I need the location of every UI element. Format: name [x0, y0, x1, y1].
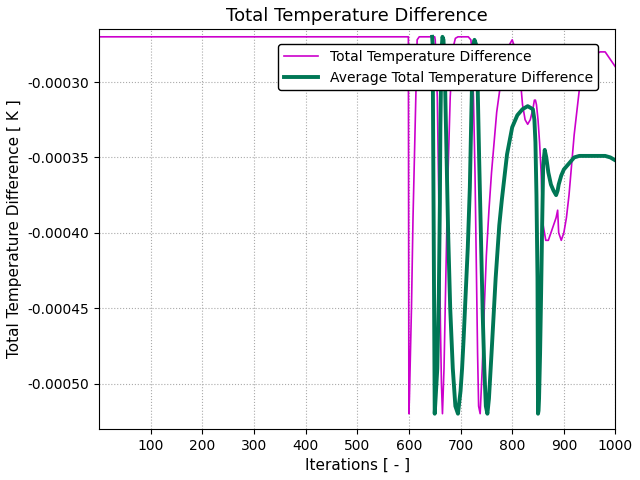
Y-axis label: Total Temperature Difference [ K ]: Total Temperature Difference [ K ]: [7, 100, 22, 359]
Average Total Temperature Difference: [612, 157, 620, 163]
Line: Average Total Temperature Difference: Average Total Temperature Difference: [432, 37, 616, 414]
Total Temperature Difference: [95, 34, 103, 40]
Average Total Temperature Difference: [481, 366, 488, 372]
Title: Total Temperature Difference: Total Temperature Difference: [227, 7, 488, 25]
Total Temperature Difference: [405, 411, 413, 417]
Average Total Temperature Difference: [431, 411, 438, 417]
Average Total Temperature Difference: [482, 403, 490, 409]
Total Temperature Difference: [435, 200, 443, 205]
Line: Total Temperature Difference: Total Temperature Difference: [99, 37, 616, 414]
Total Temperature Difference: [324, 34, 332, 40]
Total Temperature Difference: [306, 34, 314, 40]
Total Temperature Difference: [201, 34, 209, 40]
Total Temperature Difference: [612, 64, 620, 70]
Legend: Total Temperature Difference, Average Total Temperature Difference: Total Temperature Difference, Average To…: [278, 44, 598, 90]
Average Total Temperature Difference: [428, 34, 436, 40]
Average Total Temperature Difference: [543, 155, 550, 160]
X-axis label: Iterations [ - ]: Iterations [ - ]: [305, 458, 410, 473]
Total Temperature Difference: [221, 34, 228, 40]
Total Temperature Difference: [364, 34, 371, 40]
Average Total Temperature Difference: [466, 185, 474, 191]
Average Total Temperature Difference: [531, 117, 538, 122]
Average Total Temperature Difference: [462, 290, 470, 296]
